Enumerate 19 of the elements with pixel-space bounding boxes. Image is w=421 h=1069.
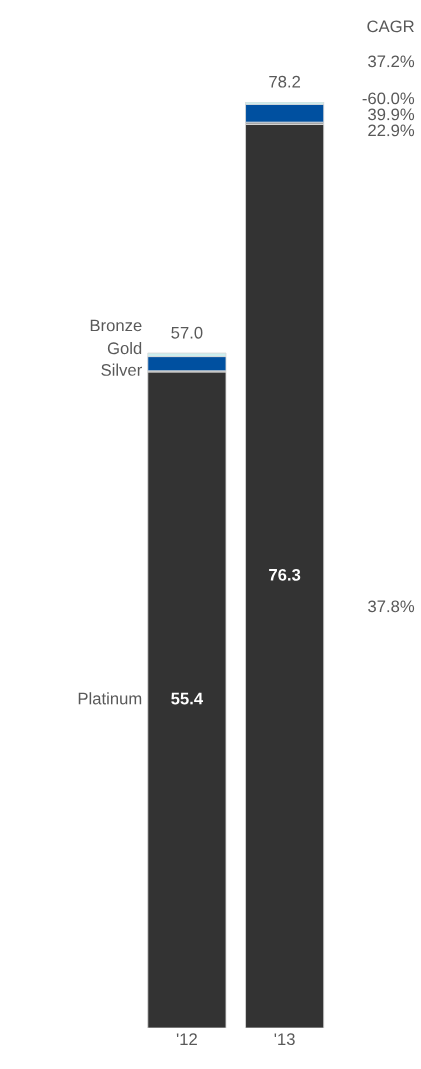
text: 37.2% [368, 55, 415, 68]
text: 39.9% [368, 108, 415, 121]
bar [245, 103, 325, 123]
total-label: 57.0 [171, 326, 203, 339]
x-tick-label: '13 [274, 1033, 295, 1046]
total-label: 78.2 [269, 75, 301, 88]
text: -60.0% [362, 92, 415, 105]
text: CAGR [367, 20, 414, 33]
text: 37.8% [368, 600, 415, 613]
bar [147, 371, 227, 1028]
series-label: Silver [101, 363, 142, 376]
x-tick-label: '12 [176, 1033, 197, 1045]
series-label: Gold [107, 341, 142, 355]
bar [147, 356, 227, 372]
data-label: 76.3 [269, 568, 301, 581]
text: 22.9% [368, 124, 415, 137]
series-label: Bronze [90, 319, 142, 332]
series-label: Platinum [78, 692, 142, 705]
data-label: 55.4 [171, 692, 204, 705]
